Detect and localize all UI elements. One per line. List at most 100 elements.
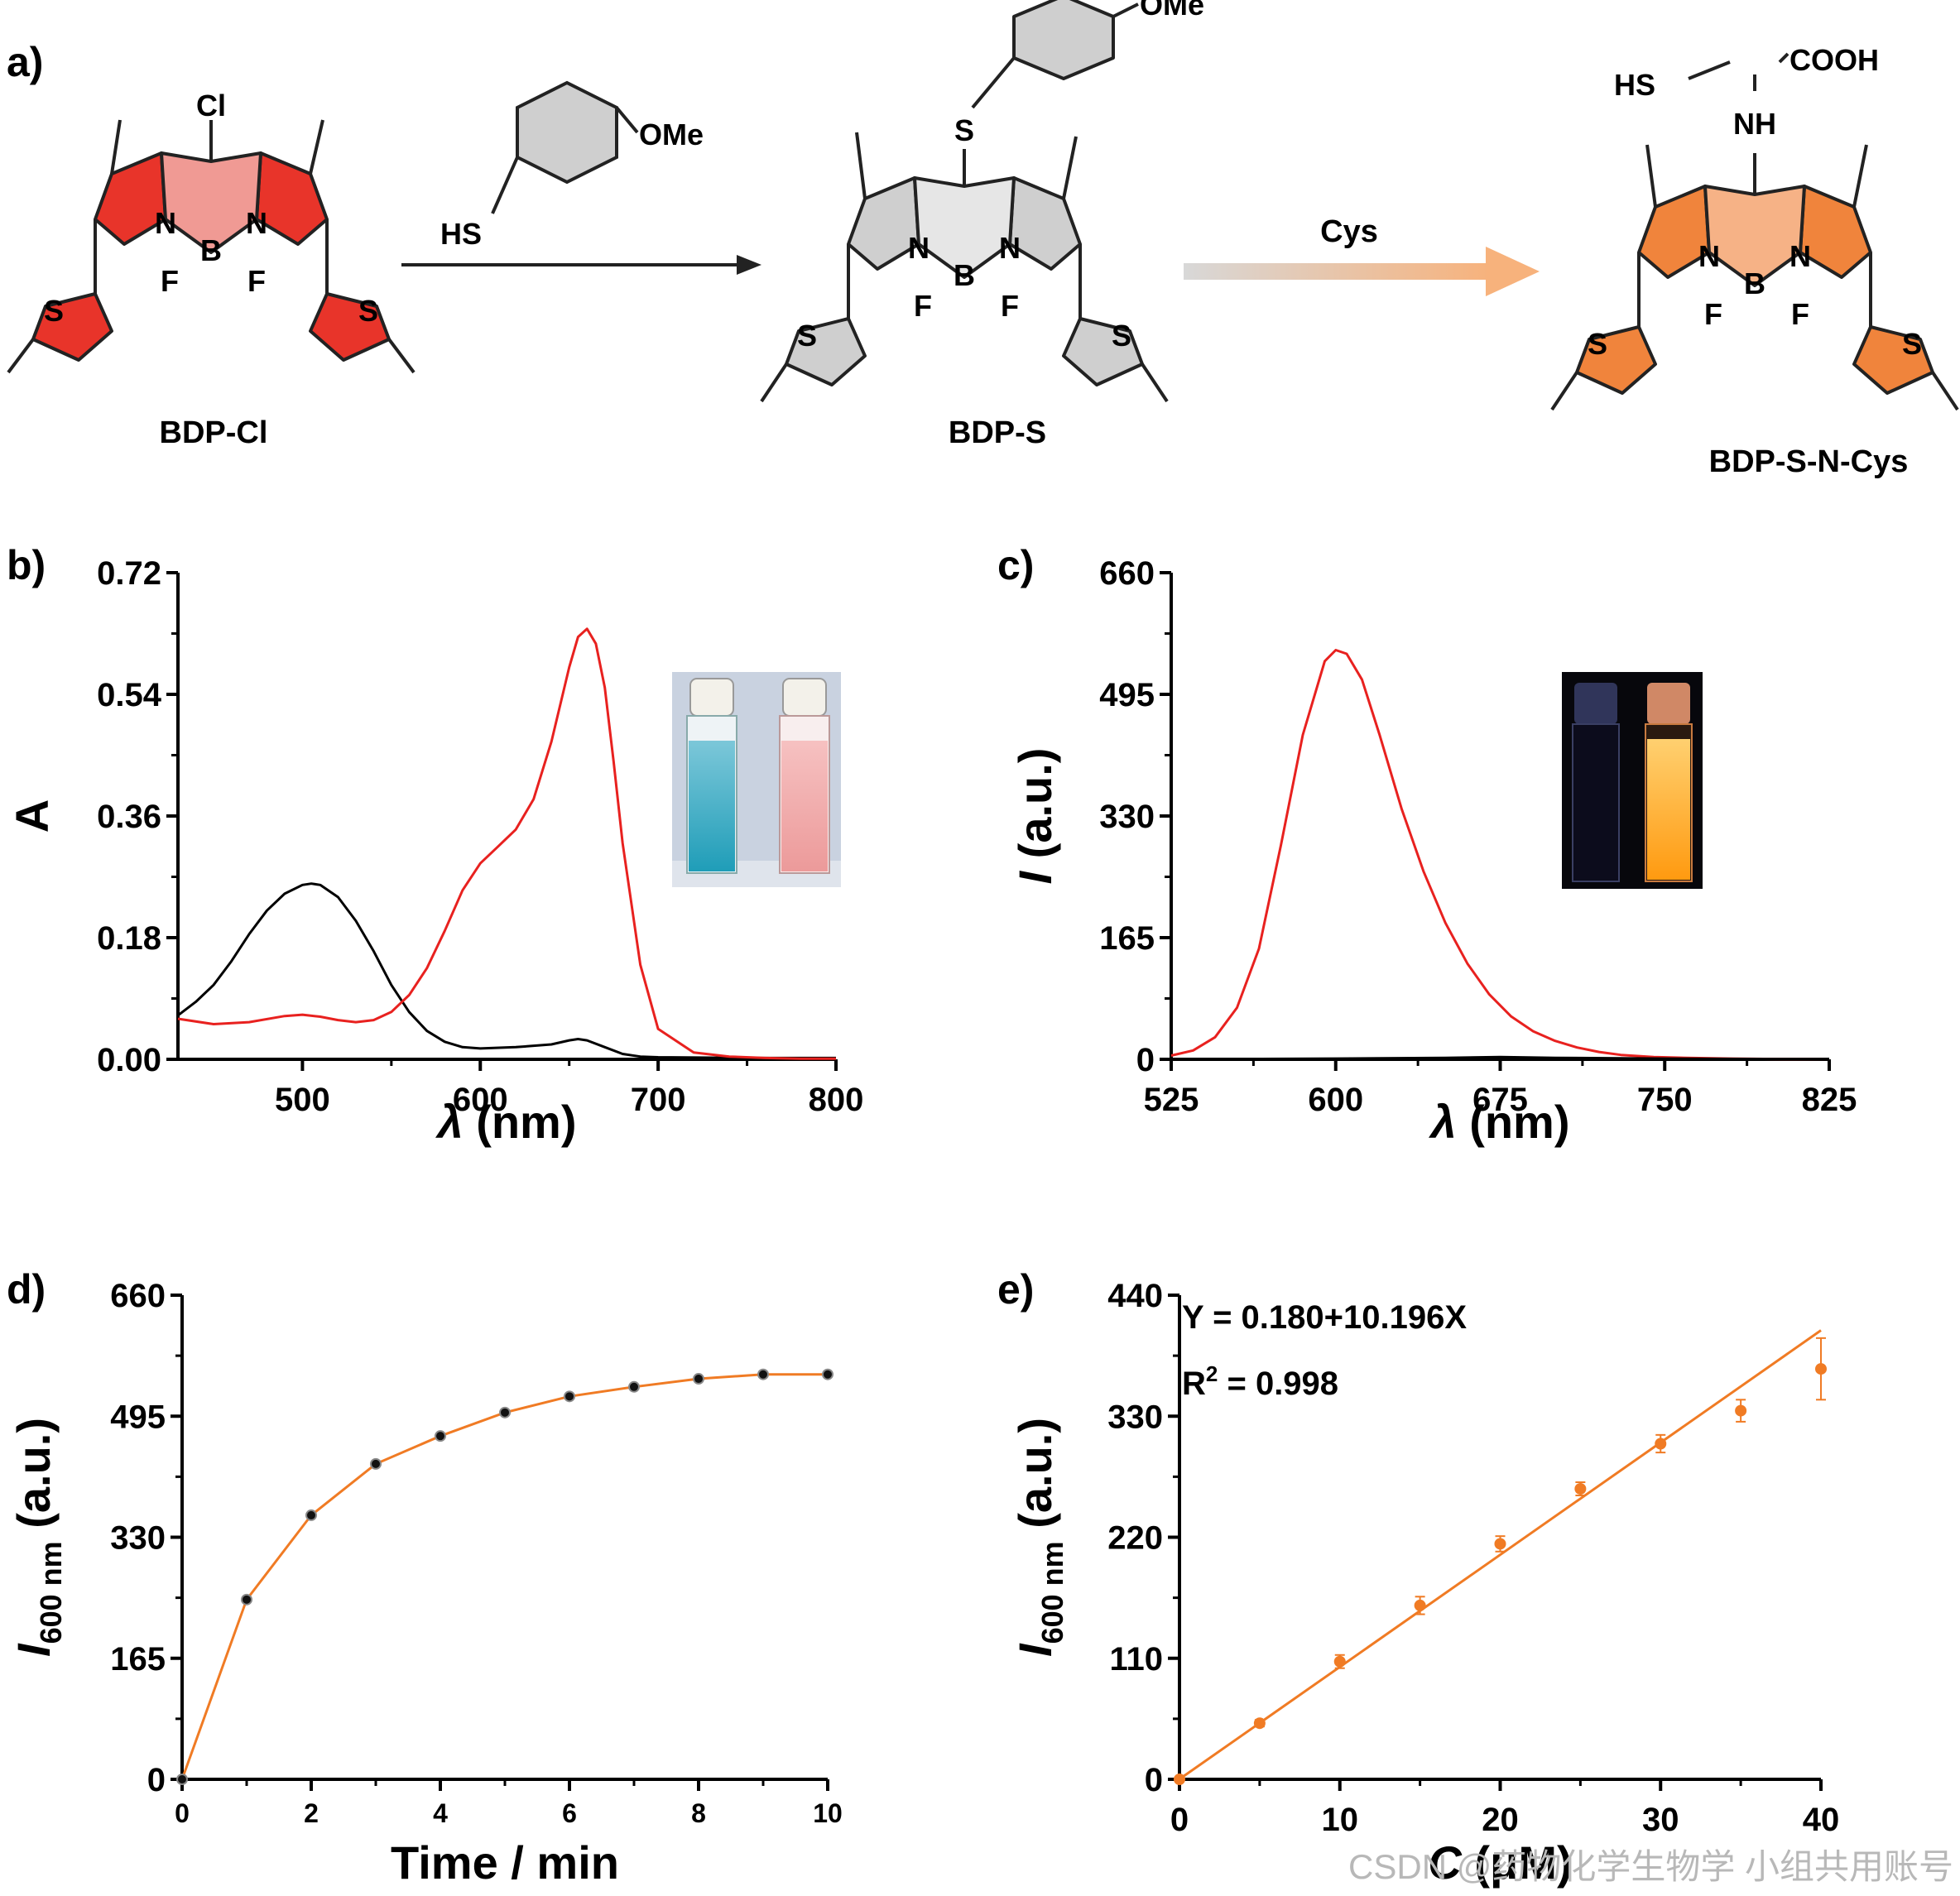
- atom-s-left: S: [44, 294, 64, 328]
- panel-label-d: d): [7, 1266, 46, 1313]
- x-axis-title: C (μM): [1428, 1836, 1572, 1889]
- x-tick-label: 525: [1144, 1082, 1199, 1118]
- y-tick-label: 660: [110, 1278, 166, 1314]
- y-tick-label: 0: [1136, 1042, 1155, 1078]
- x-axis-unit: (μM): [1462, 1836, 1573, 1889]
- x-tick-label: 500: [275, 1082, 330, 1118]
- meso-nh-label: NH: [1733, 107, 1776, 141]
- x-tick-label: 20: [1482, 1802, 1519, 1838]
- series-line-bdp-s-n-cys: [1170, 649, 1830, 1061]
- data-point: [1333, 1655, 1346, 1668]
- atom-f-right: F: [1001, 289, 1019, 323]
- structure-bdp-s-n-cys: NH HS COOH N N B F F S S: [1550, 43, 1959, 411]
- atom-s-left: S: [797, 319, 817, 353]
- atom-b: B: [954, 258, 975, 292]
- data-point: [1574, 1483, 1587, 1495]
- data-point: [822, 1368, 833, 1380]
- x-tick-label: 600: [453, 1082, 508, 1118]
- fit-equation: Y = 0.180+10.196X R2 = 0.998: [1182, 1299, 1467, 1402]
- watermark-text: CSDN @药物化学生物学 小组共用账号: [1348, 1847, 1953, 1886]
- y-axis-title: I600 nm (a.u.): [7, 1418, 68, 1657]
- y-axis-symbol: I: [1009, 870, 1061, 884]
- x-axis-title: λ (nm): [435, 1096, 576, 1148]
- panel-a: a) Cl N N B F F: [7, 0, 1959, 479]
- reagent-thiophenol: OMe HS: [440, 80, 704, 251]
- atom-f-left: F: [914, 289, 932, 323]
- chart-calibration-curve: 0 10 20 30 40 0 110 220 330 440 C (μM) I600 nm (a.u…: [1009, 1278, 1839, 1889]
- panel-label-b: b): [7, 542, 46, 588]
- y-tick-label: 330: [1107, 1399, 1163, 1435]
- atom-s-right: S: [1112, 319, 1131, 353]
- x-tick-label: 40: [1803, 1802, 1840, 1838]
- panel-label-e: e): [997, 1266, 1034, 1313]
- data-point: [176, 1774, 188, 1785]
- y-tick-label: 495: [1099, 677, 1155, 713]
- x-tick-label: 30: [1642, 1802, 1679, 1838]
- compound-name-bdp-s: BDP-S: [949, 415, 1046, 450]
- inset-photo-daylight: [672, 672, 841, 887]
- r-squared-prefix: R: [1182, 1366, 1206, 1402]
- x-tick-label: 4: [433, 1798, 448, 1828]
- data-point: [1815, 1363, 1827, 1375]
- atom-s-left: S: [1588, 327, 1607, 361]
- x-tick-label: 0: [1170, 1802, 1189, 1838]
- x-tick-label: 8: [691, 1798, 706, 1828]
- data-point: [1494, 1538, 1506, 1550]
- y-tick-label: 0.36: [97, 799, 161, 835]
- y-tick-label: 0.54: [97, 677, 162, 713]
- x-axis-title: Time / min: [391, 1836, 619, 1889]
- y-tick-label: 165: [110, 1641, 166, 1678]
- r-squared-superscript: 2: [1206, 1361, 1218, 1386]
- x-tick-label: 2: [304, 1798, 319, 1828]
- r-squared-text: R2 = 0.998: [1182, 1361, 1338, 1402]
- atom-n-right: N: [246, 206, 267, 240]
- r-squared-value: = 0.998: [1218, 1366, 1338, 1402]
- y-tick-label: 440: [1107, 1278, 1163, 1314]
- reagent-hs-label: HS: [440, 217, 482, 251]
- atom-s-right: S: [358, 294, 378, 328]
- structure-bdp-s: S OMe N N B F F S S: [760, 0, 1204, 403]
- y-tick-label: 495: [110, 1399, 166, 1435]
- structure-bdp-cl: Cl N N B F F S S: [7, 89, 416, 374]
- atom-f-right: F: [1791, 297, 1809, 331]
- x-tick-label: 0: [175, 1798, 190, 1828]
- y-axis-unit: (a.u.): [1009, 1418, 1061, 1541]
- data-point: [305, 1509, 317, 1521]
- x-axis-symbol: λ: [1428, 1096, 1456, 1148]
- panel-label-a: a): [7, 39, 43, 85]
- atom-b: B: [1744, 266, 1765, 300]
- x-tick-label: 10: [1322, 1802, 1359, 1838]
- x-tick-label: 675: [1472, 1082, 1528, 1118]
- data-point: [757, 1368, 769, 1380]
- chart-absorption-spectra: 500 600 700 800 0.00 0.18 0.36 0.54 0.72 λ (nm) A: [6, 555, 863, 1148]
- x-tick-label: 750: [1637, 1082, 1693, 1118]
- data-point: [1174, 1774, 1185, 1785]
- y-tick-label: 330: [1099, 799, 1155, 835]
- y-tick-label: 110: [1109, 1641, 1163, 1678]
- x-axis-symbol: λ: [435, 1096, 463, 1148]
- atom-f-right: F: [247, 264, 266, 298]
- y-tick-label: 0.00: [97, 1042, 161, 1078]
- x-tick-label: 700: [631, 1082, 686, 1118]
- data-point: [1655, 1438, 1667, 1450]
- data-point: [693, 1373, 704, 1385]
- series-line-bdp-s: [1170, 1055, 1830, 1061]
- meso-cl-label: Cl: [196, 89, 226, 122]
- series-line-bdp-s-n-cys: [177, 627, 836, 1060]
- compound-name-bdp-cl: BDP-Cl: [160, 415, 268, 450]
- panel-label-c: c): [997, 542, 1034, 588]
- atom-n-left: N: [155, 206, 176, 240]
- data-point: [1414, 1599, 1426, 1611]
- data-point: [628, 1380, 640, 1393]
- x-tick-label: 10: [813, 1798, 843, 1828]
- y-axis-unit: (a.u.): [1009, 748, 1061, 871]
- atom-f-left: F: [161, 264, 179, 298]
- y-tick-label: 0.18: [97, 920, 161, 957]
- data-point: [370, 1457, 382, 1470]
- series-line: [180, 1373, 828, 1780]
- data-point: [499, 1406, 511, 1418]
- x-tick-label: 6: [562, 1798, 577, 1828]
- atom-n-left: N: [1698, 239, 1720, 273]
- atom-f-left: F: [1704, 297, 1722, 331]
- y-axis-title: A: [6, 799, 58, 833]
